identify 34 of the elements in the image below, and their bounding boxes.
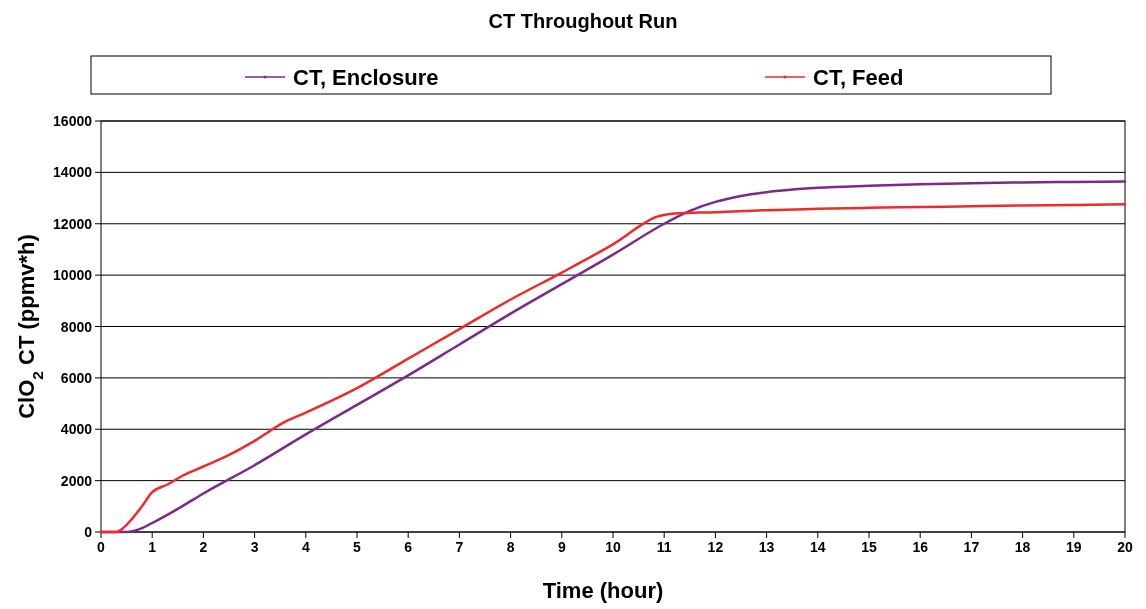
x-tick-label: 2 [199,539,208,555]
x-tick-label: 3 [250,539,259,555]
x-tick-label: 11 [656,539,672,555]
x-tick-label: 18 [1014,539,1031,555]
x-tick-label: 4 [301,539,310,555]
legend-label: CT, Feed [813,65,904,90]
x-tick-label: 16 [912,539,929,555]
y-tick-label: 4000 [60,421,93,438]
x-tick-label: 15 [861,539,877,555]
y-tick-label: 12000 [53,215,93,232]
y-tick-label: 2000 [60,472,93,489]
x-tick-label: 5 [353,539,362,555]
y-tick-label: 14000 [53,164,93,181]
x-axis-title: Time (hour) [542,578,664,603]
x-tick-label: 19 [1066,539,1082,555]
x-tick-label: 6 [404,539,413,555]
x-tick-label: 9 [557,539,566,555]
legend-label: CT, Enclosure [293,65,439,90]
x-tick-label: 0 [97,539,106,555]
x-tick-label: 12 [707,539,724,555]
x-tick-label: 1 [148,539,157,555]
x-tick-label: 7 [455,539,464,555]
x-tick-label: 8 [506,539,515,555]
chart-title: CT Throughout Run [488,10,678,32]
x-tick-label: 17 [963,539,980,555]
x-tick-label: 14 [810,539,826,555]
x-tick-label: 20 [1117,539,1133,555]
x-tick-label: 13 [758,539,775,555]
y-tick-label: 16000 [53,113,93,129]
y-tick-label: 10000 [53,267,93,284]
y-tick-label: 8000 [60,318,93,335]
y-tick-label: 6000 [60,369,93,386]
x-tick-label: 10 [605,539,621,555]
y-tick-label: 0 [84,524,93,540]
